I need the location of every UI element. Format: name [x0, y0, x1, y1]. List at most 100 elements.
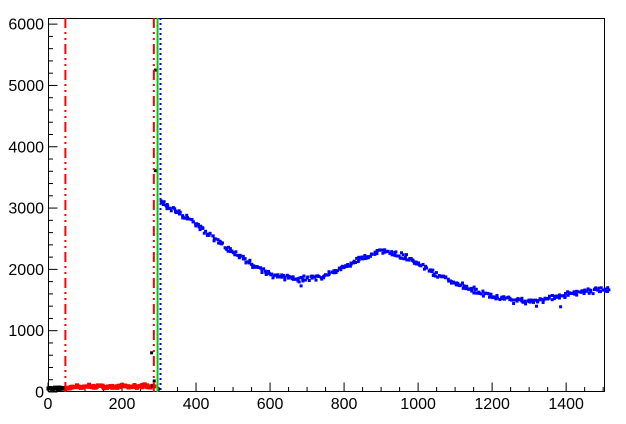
data-marker — [433, 274, 437, 278]
data-marker — [576, 290, 580, 294]
data-marker — [575, 293, 579, 297]
data-marker — [383, 248, 387, 252]
data-marker — [322, 276, 326, 280]
data-marker — [349, 261, 353, 265]
blue-outlier-points — [299, 284, 563, 309]
data-marker — [518, 298, 522, 301]
data-marker — [472, 291, 476, 295]
data-marker — [434, 271, 438, 275]
data-marker — [176, 210, 180, 214]
data-marker — [292, 277, 296, 281]
data-marker — [195, 222, 199, 226]
data-marker — [393, 253, 397, 257]
data-marker — [601, 288, 605, 292]
data-marker — [227, 245, 230, 249]
data-marker — [260, 271, 264, 274]
y-tick-label: 5000 — [8, 78, 44, 95]
data-marker — [270, 272, 274, 276]
stray-point — [150, 351, 154, 355]
data-marker — [397, 254, 401, 258]
data-marker — [527, 298, 531, 302]
data-marker — [264, 273, 268, 276]
data-marker — [221, 241, 224, 245]
data-marker — [250, 263, 254, 267]
data-marker — [212, 239, 216, 243]
data-marker — [597, 286, 601, 290]
data-marker — [248, 258, 252, 262]
data-marker — [394, 250, 398, 254]
x-tick-label: 400 — [183, 396, 210, 413]
data-marker — [342, 266, 346, 270]
data-marker — [572, 290, 576, 294]
data-marker — [604, 289, 607, 293]
data-marker — [339, 268, 343, 272]
data-marker — [168, 206, 172, 210]
data-marker — [356, 260, 360, 263]
data-marker — [178, 212, 181, 216]
y-tick-label: 2000 — [8, 262, 44, 279]
axis-ticks — [47, 23, 604, 393]
data-marker — [567, 291, 571, 295]
data-marker — [511, 298, 515, 302]
data-marker — [267, 271, 271, 275]
data-marker — [305, 276, 309, 280]
data-marker — [599, 286, 603, 290]
data-marker — [363, 254, 367, 257]
data-marker — [425, 266, 429, 270]
data-marker — [403, 255, 407, 259]
data-marker — [470, 289, 474, 293]
data-marker — [280, 275, 284, 279]
data-marker — [174, 211, 178, 215]
data-marker — [409, 257, 413, 260]
data-marker — [390, 253, 394, 257]
x-tick-label: 1000 — [400, 396, 436, 413]
data-marker — [296, 277, 300, 281]
data-marker — [412, 261, 416, 265]
data-marker — [198, 228, 202, 232]
data-marker — [543, 297, 547, 301]
data-marker — [303, 278, 307, 282]
y-tick-label: 0 — [35, 385, 44, 402]
data-marker — [267, 269, 270, 273]
data-marker — [327, 271, 331, 275]
data-marker — [465, 284, 469, 288]
data-marker — [521, 300, 525, 304]
data-marker — [355, 256, 359, 260]
data-marker — [414, 260, 418, 264]
data-marker — [550, 294, 554, 297]
data-marker — [317, 275, 321, 278]
data-marker — [301, 279, 305, 283]
data-marker — [594, 286, 598, 290]
data-marker — [417, 261, 421, 265]
x-tick-label: 800 — [331, 396, 358, 413]
data-marker — [452, 281, 456, 285]
data-marker — [360, 257, 364, 261]
data-marker — [557, 296, 561, 300]
data-marker — [421, 263, 425, 267]
data-marker — [259, 266, 263, 270]
data-marker — [583, 288, 587, 292]
data-marker — [208, 231, 212, 235]
data-marker — [340, 264, 344, 268]
red-low-band — [64, 382, 157, 391]
data-marker — [181, 214, 185, 218]
blue-scatter-band — [159, 199, 611, 306]
data-marker — [334, 271, 338, 274]
data-marker — [302, 274, 306, 278]
data-marker — [388, 251, 392, 255]
data-marker — [548, 294, 551, 298]
data-marker — [607, 288, 611, 292]
data-marker — [467, 287, 471, 291]
data-marker — [461, 286, 465, 290]
data-marker — [348, 264, 352, 268]
data-marker — [201, 226, 205, 230]
data-marker — [539, 297, 543, 301]
data-marker — [228, 247, 232, 251]
data-marker — [508, 298, 512, 302]
data-marker — [244, 261, 248, 265]
data-marker — [470, 287, 474, 291]
data-marker — [531, 298, 535, 302]
data-marker — [456, 283, 460, 287]
